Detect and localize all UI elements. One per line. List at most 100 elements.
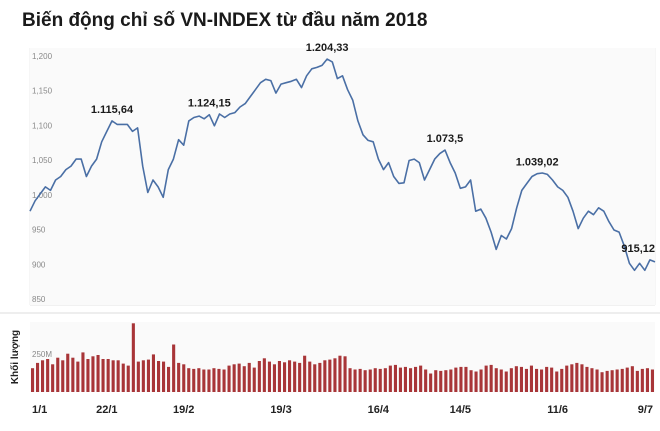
price-y-tick-label: 1,050 [32, 156, 53, 165]
volume-bar [449, 369, 453, 392]
volume-bar [151, 354, 155, 392]
price-data-label: 1.124,15 [188, 98, 231, 110]
volume-bar [454, 367, 458, 392]
volume-bar [252, 367, 256, 392]
volume-bar [474, 371, 478, 392]
price-plot-background [30, 48, 655, 305]
price-y-tick-label: 1,150 [32, 87, 53, 96]
volume-bar [504, 371, 508, 392]
volume-series [31, 323, 654, 392]
volume-bar [469, 370, 473, 392]
volume-bar [479, 369, 483, 392]
volume-bar [575, 362, 579, 392]
volume-bar [217, 368, 221, 392]
volume-bar [116, 360, 120, 392]
volume-bar [293, 361, 297, 392]
volume-bar [484, 365, 488, 392]
volume-bar [540, 369, 544, 392]
volume-bar [36, 362, 40, 392]
price-y-axis: 850 900 950 1,000 1,050 1,100 1,150 1,200 [32, 52, 53, 304]
volume-bar [343, 356, 347, 392]
volume-bar [353, 369, 357, 392]
volume-bar [172, 344, 176, 392]
volume-bar [283, 362, 287, 392]
volume-bar [600, 372, 604, 392]
volume-bar [207, 369, 211, 392]
price-area [30, 48, 655, 305]
volume-y-axis: 250M Khối lượng [9, 330, 52, 384]
volume-bar [499, 369, 503, 392]
volume-bar [393, 364, 397, 392]
volume-bar [550, 367, 554, 392]
volume-bar [429, 373, 433, 392]
price-data-label: 1.073,5 [427, 133, 464, 145]
x-tick-label: 9/7 [638, 404, 653, 416]
volume-bar [31, 368, 35, 392]
volume-bar [328, 359, 332, 392]
volume-bar [595, 369, 599, 392]
volume-bar [277, 361, 281, 392]
volume-bar [419, 365, 423, 392]
volume-bar [489, 364, 493, 392]
price-y-tick-label: 1,000 [32, 191, 53, 200]
volume-bar [635, 370, 639, 392]
volume-bar [424, 369, 428, 392]
price-annotations: 1.115,64 1.124,15 1.204,33 1.073,5 1.039,02 9… [91, 42, 655, 255]
volume-bar [262, 358, 266, 392]
volume-bar [121, 363, 125, 392]
x-tick-label: 1/1 [32, 404, 47, 416]
price-series [29, 58, 656, 272]
volume-bar [333, 358, 337, 392]
volume-bar [131, 323, 135, 392]
volume-bar [509, 368, 513, 392]
volume-bar [358, 368, 362, 392]
chart-title: Biến động chỉ số VN-INDEX từ đầu năm 201… [22, 10, 428, 31]
volume-bar [303, 355, 307, 392]
volume-bar [227, 365, 231, 392]
volume-bar [106, 359, 110, 392]
volume-bar [439, 370, 443, 392]
volume-bar [146, 359, 150, 392]
volume-bar [126, 365, 130, 392]
volume-bar [368, 369, 372, 392]
volume-bar [202, 369, 206, 392]
volume-bar [267, 361, 271, 392]
x-tick-label: 11/6 [547, 404, 568, 416]
volume-bar [157, 361, 161, 392]
price-y-tick-label: 1,200 [32, 52, 53, 61]
volume-bar [585, 366, 589, 392]
volume-bar [398, 367, 402, 392]
volume-bar [363, 370, 367, 392]
volume-bar [192, 368, 196, 392]
volume-bar [348, 368, 352, 392]
volume-bar [519, 366, 523, 392]
volume-bar [177, 362, 181, 392]
volume-bar [76, 361, 80, 392]
volume-bar [96, 355, 100, 392]
volume-bar [136, 361, 140, 392]
x-tick-label: 19/3 [270, 404, 291, 416]
volume-bar [444, 370, 448, 392]
volume-bar [620, 368, 624, 392]
volume-bar [383, 368, 387, 392]
volume-bar [338, 355, 342, 392]
volume-bar [388, 365, 392, 392]
volume-bar [610, 370, 614, 392]
volume-bar [570, 364, 574, 392]
volume-bar [615, 369, 619, 392]
volume-bar [545, 366, 549, 392]
x-tick-label: 22/1 [96, 404, 117, 416]
volume-bar [560, 368, 564, 392]
price-data-label: 915,12 [621, 243, 655, 255]
volume-bar [66, 353, 70, 392]
volume-bar [459, 366, 463, 392]
volume-bar [318, 362, 322, 392]
volume-bar [237, 363, 241, 392]
volume-bar [323, 360, 327, 392]
volume-bar [288, 360, 292, 392]
volume-bar [605, 370, 609, 392]
volume-bar [182, 364, 186, 392]
volume-bar [56, 357, 60, 392]
volume-bar [313, 364, 317, 392]
